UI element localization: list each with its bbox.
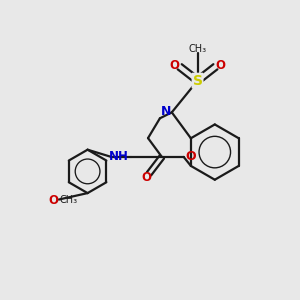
Text: O: O: [48, 194, 58, 207]
Text: O: O: [185, 149, 196, 163]
Text: O: O: [169, 59, 179, 72]
Text: S: S: [193, 74, 202, 88]
Text: N: N: [161, 105, 171, 118]
Text: CH₃: CH₃: [60, 195, 78, 205]
Text: O: O: [142, 171, 152, 184]
Text: O: O: [216, 59, 226, 72]
Text: CH₃: CH₃: [188, 44, 207, 54]
Text: NH: NH: [109, 149, 129, 163]
